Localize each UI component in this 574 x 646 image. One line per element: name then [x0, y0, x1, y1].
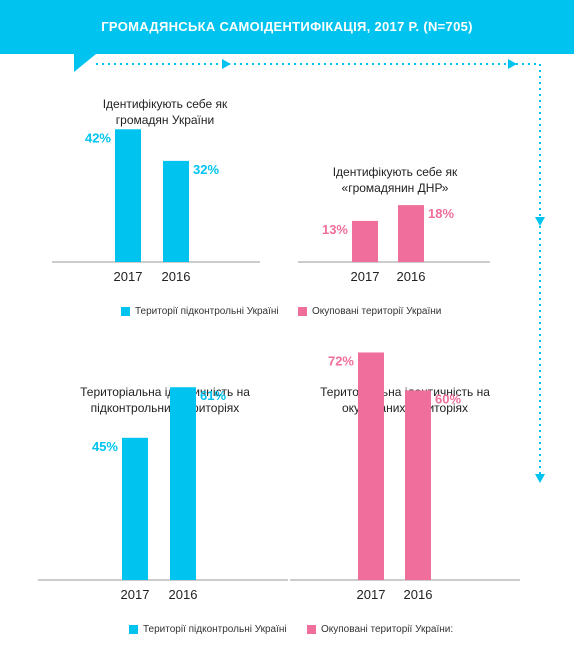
- data-label: 72%: [328, 353, 354, 368]
- legend-item-controlled: Території підконтрольні Україні: [121, 306, 279, 317]
- header-banner: [0, 0, 574, 72]
- legend-item-controlled: Території підконтрольні Україні: [129, 624, 287, 635]
- data-label: 18%: [428, 206, 454, 221]
- bar: [352, 220, 378, 262]
- data-label: 32%: [193, 162, 219, 177]
- page-title: ГРОМАДЯНСЬКА САМОІДЕНТИФІКАЦІЯ, 2017 Р. …: [101, 19, 473, 34]
- bar: [163, 160, 189, 262]
- tick-label: 2016: [162, 269, 191, 284]
- legend-item-occupied: Окуповані території України:: [307, 624, 453, 635]
- legend-label: Території підконтрольні Україні: [135, 306, 279, 317]
- legend-swatch-cyan: [121, 307, 130, 316]
- legend-swatch-pink: [298, 307, 307, 316]
- tick-label: 2017: [357, 587, 386, 602]
- legend-item-occupied: Окуповані території України: [298, 306, 441, 317]
- legend-label: Території підконтрольні Україні: [143, 624, 287, 635]
- bar: [405, 390, 431, 580]
- tick-label: 2017: [114, 269, 143, 284]
- legend-swatch-pink: [307, 625, 316, 634]
- panel-title: Ідентифікують себе як «громадянин ДНР»: [332, 165, 458, 195]
- panel-title: Ідентифікують себе як громадян України: [102, 97, 228, 127]
- bar: [115, 129, 141, 262]
- legend-label: Окуповані території України:: [321, 624, 454, 635]
- data-label: 60%: [435, 391, 461, 406]
- data-label: 45%: [92, 439, 118, 454]
- data-label: 42%: [85, 130, 111, 145]
- data-label: 13%: [322, 222, 348, 237]
- bar: [170, 387, 196, 580]
- tick-label: 2016: [404, 587, 433, 602]
- legend-label: Окуповані території України: [312, 306, 442, 317]
- bar: [122, 437, 148, 580]
- tick-label: 2016: [169, 587, 198, 602]
- tick-label: 2016: [397, 269, 426, 284]
- data-label: 61%: [200, 388, 226, 403]
- tick-label: 2017: [351, 269, 380, 284]
- bar: [398, 205, 424, 262]
- bar: [358, 352, 384, 580]
- panel-title: Територіальна ідентичність на підконтрол…: [80, 385, 250, 415]
- legend-swatch-cyan: [129, 625, 138, 634]
- tick-label: 2017: [121, 587, 150, 602]
